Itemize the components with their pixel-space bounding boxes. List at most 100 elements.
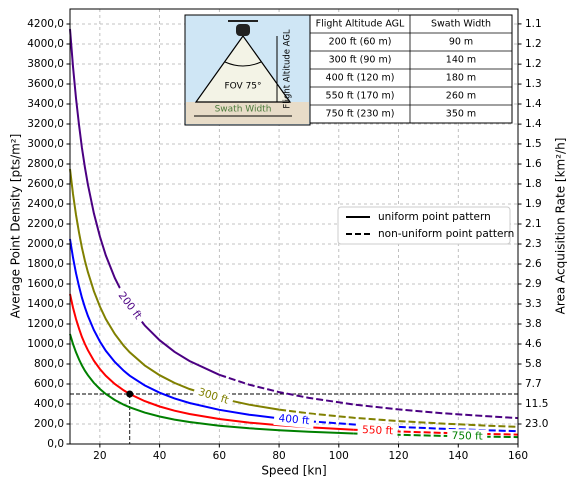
y2-tick-label: 1.5 bbox=[525, 138, 542, 150]
diagram-drone bbox=[236, 24, 250, 36]
table-cell: 750 ft (230 m) bbox=[326, 109, 395, 120]
table-cell: 200 ft (60 m) bbox=[329, 37, 392, 48]
y2-tick-label: 1.2 bbox=[525, 58, 542, 70]
curve-label-text: 400 ft bbox=[278, 412, 310, 427]
curve-label-text: 550 ft bbox=[362, 424, 393, 437]
y-tick-label: 800,0 bbox=[34, 358, 64, 370]
y-tick-label: 3400,0 bbox=[27, 98, 64, 110]
diagram-beam bbox=[194, 34, 292, 103]
inset-diagram: FOV 75° Flight Altitude AGL Swath Width bbox=[184, 14, 311, 126]
y2-tick-label: 7.7 bbox=[525, 378, 542, 390]
plot-frame bbox=[69, 8, 519, 445]
curve-label-bg bbox=[112, 285, 148, 326]
inset-table: Flight Altitude AGL Swath Width 200 ft (60… bbox=[309, 14, 513, 124]
table-cell: 180 m bbox=[446, 73, 476, 84]
y-tick-label: 1200,0 bbox=[27, 318, 64, 330]
curve-label-bg bbox=[447, 428, 488, 444]
y2-axis-label: Area Acquisition Rate [km²/h] bbox=[554, 138, 568, 315]
y-tick-label: 2200,0 bbox=[27, 218, 64, 230]
diagram-ground bbox=[186, 102, 309, 124]
line-nonuniform bbox=[353, 432, 519, 439]
y-tick-label: 3800,0 bbox=[27, 58, 64, 70]
x-tick-label: 40 bbox=[153, 450, 166, 462]
curve-label: 200 ft bbox=[112, 285, 148, 326]
x-tick-label: 80 bbox=[272, 450, 285, 462]
y2-tick-label: 11.5 bbox=[525, 398, 548, 410]
line-uniform bbox=[69, 28, 220, 376]
x-tick-label: 100 bbox=[329, 450, 349, 462]
curve-label-bg bbox=[357, 422, 398, 439]
y2-tick-label: 23.0 bbox=[525, 418, 548, 430]
y-tick-label: 2000,0 bbox=[27, 238, 64, 250]
curve-label-bg bbox=[273, 410, 315, 429]
curve-label: 400 ft bbox=[273, 410, 315, 429]
line-nonuniform bbox=[353, 428, 519, 436]
y-tick-label: 2800,0 bbox=[27, 158, 64, 170]
diagram-altitude: Flight Altitude AGL bbox=[283, 29, 293, 109]
line-uniform bbox=[69, 333, 354, 435]
x-tick-label: 140 bbox=[448, 450, 468, 462]
y-tick-label: 4200,0 bbox=[27, 18, 64, 30]
y2-tick-label: 1.4 bbox=[525, 118, 542, 130]
y-axis-label: Average Point Density [pts/m²] bbox=[9, 134, 23, 319]
line-nonuniform bbox=[278, 408, 519, 428]
y-tick-label: 1600,0 bbox=[27, 278, 64, 290]
y-tick-label: 600,0 bbox=[34, 378, 64, 390]
y2-tick-label: 1.3 bbox=[525, 78, 542, 90]
y-tick-label: 400,0 bbox=[34, 398, 64, 410]
table-header: Swath Width bbox=[431, 19, 491, 30]
y2-tick-label: 3.3 bbox=[525, 298, 542, 310]
y-tick-label: 2400,0 bbox=[27, 198, 64, 210]
table-cell: 260 m bbox=[446, 91, 476, 102]
diagram-fov: FOV 75° bbox=[224, 82, 261, 92]
y2-tick-label: 1.1 bbox=[525, 18, 542, 30]
y2-tick-label: 3.8 bbox=[525, 318, 542, 330]
x-tick-label: 120 bbox=[389, 450, 409, 462]
y2-tick-label: 1.9 bbox=[525, 198, 542, 210]
table-cell: 140 m bbox=[446, 55, 476, 66]
y2-tick-label: 1.4 bbox=[525, 98, 542, 110]
y2-tick-label: 1.8 bbox=[525, 178, 542, 190]
table-cell: 300 ft (90 m) bbox=[329, 55, 392, 66]
y2-tick-label: 2.6 bbox=[525, 258, 542, 270]
y-tick-label: 1800,0 bbox=[27, 258, 64, 270]
x-tick-label: 160 bbox=[508, 450, 528, 462]
y-tick-label: 1400,0 bbox=[27, 298, 64, 310]
y-tick-label: 4000,0 bbox=[27, 38, 64, 50]
x-axis-label: Speed [kn] bbox=[261, 464, 326, 478]
y-tick-label: 3600,0 bbox=[27, 78, 64, 90]
y-tick-label: 200,0 bbox=[34, 418, 64, 430]
table-cell: 350 m bbox=[446, 109, 476, 120]
curve-label-text: 750 ft bbox=[452, 430, 483, 443]
line-nonuniform bbox=[218, 373, 519, 420]
curve-label: 750 ft bbox=[447, 428, 488, 444]
curve-label-bg bbox=[192, 383, 235, 409]
legend: uniform point pattern non-uniform point p… bbox=[337, 206, 514, 245]
x-tick-label: 20 bbox=[93, 450, 106, 462]
y-tick-label: 3000,0 bbox=[27, 138, 64, 150]
y2-tick-label: 2.3 bbox=[525, 238, 542, 250]
diagram-swath: Swath Width bbox=[215, 105, 272, 115]
y2-tick-label: 2.9 bbox=[525, 278, 542, 290]
diagram-fov-arc bbox=[224, 61, 262, 67]
y-tick-label: 0,0 bbox=[47, 438, 64, 450]
y2-tick-label: 1.6 bbox=[525, 158, 542, 170]
legend-label: non-uniform point pattern bbox=[378, 228, 514, 240]
line-uniform bbox=[69, 168, 280, 411]
y2-tick-label: 1.2 bbox=[525, 38, 542, 50]
y2-tick-label: 5.8 bbox=[525, 358, 542, 370]
curve-label: 550 ft bbox=[357, 422, 398, 439]
line-uniform bbox=[69, 293, 354, 431]
x-tick-label: 60 bbox=[213, 450, 226, 462]
table-cell: 90 m bbox=[449, 37, 473, 48]
y-tick-label: 3200,0 bbox=[27, 118, 64, 130]
table-cell: 400 ft (120 m) bbox=[326, 73, 395, 84]
y2-tick-label: 2.1 bbox=[525, 218, 542, 230]
line-uniform bbox=[69, 238, 280, 420]
table-cell: 550 ft (170 m) bbox=[326, 91, 395, 102]
y2-tick-label: 4.6 bbox=[525, 338, 542, 350]
legend-box bbox=[337, 206, 511, 245]
table-header: Flight Altitude AGL bbox=[316, 19, 405, 30]
